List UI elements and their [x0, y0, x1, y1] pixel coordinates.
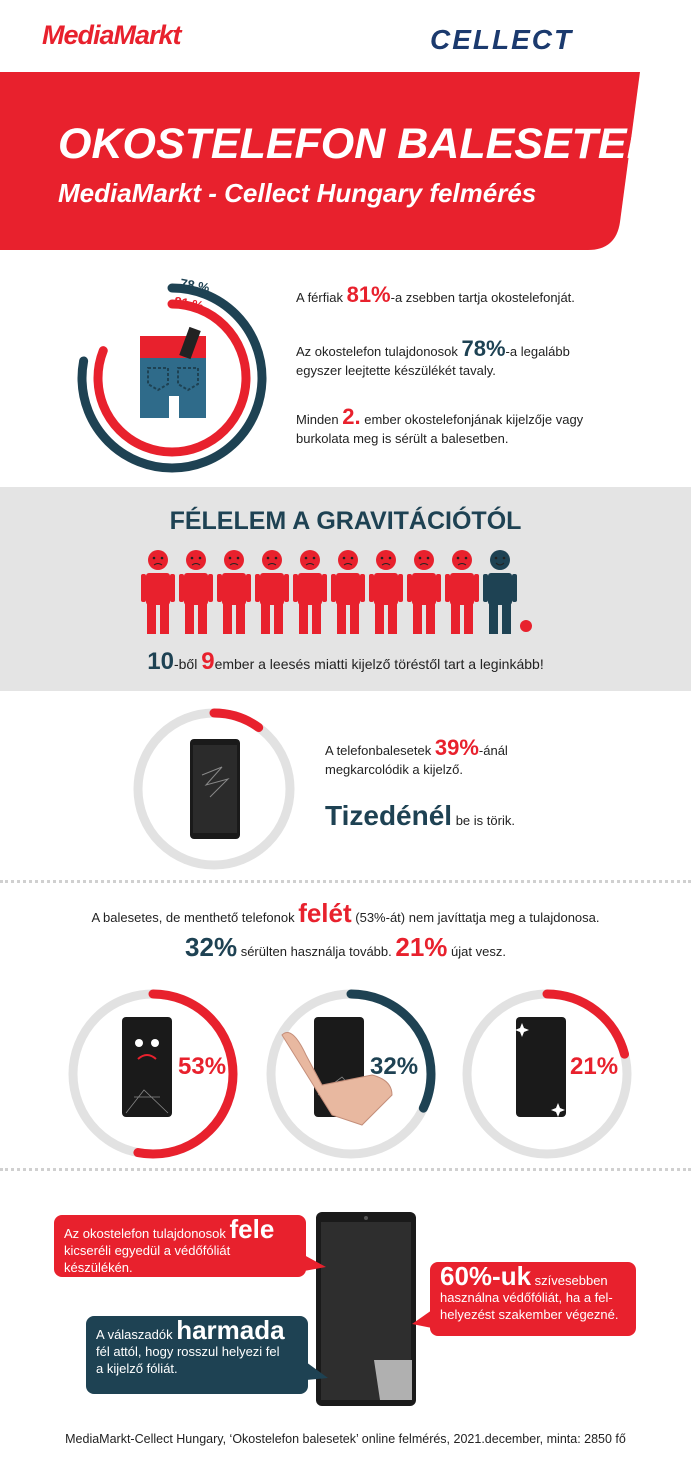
worried-person-icon [293, 550, 327, 634]
page-subtitle: MediaMarkt - Cellect Hungary felmérés [58, 178, 537, 208]
scratched-phone-icon [190, 739, 240, 839]
callout-pointer [306, 1362, 328, 1380]
ring-21-label: 21% [570, 1053, 619, 1080]
callout-fear-misplace: A válaszadók harmada fél attól, hogy ros… [86, 1316, 308, 1394]
repair-stat-line1: A balesetes, de menthető telefonok felét… [91, 898, 600, 928]
callout-expert-install: 60%-uk szívesebben használna védőfóliát,… [430, 1262, 636, 1336]
ring-21 [462, 989, 632, 1159]
callout-pointer [304, 1255, 326, 1271]
divider [0, 880, 691, 883]
worried-person-icon [369, 550, 403, 634]
hand-holding-phone-icon [281, 1017, 393, 1126]
callout-pointer [412, 1310, 432, 1328]
source-note: MediaMarkt-Cellect Hungary, ‘Okostelefon… [65, 1432, 626, 1446]
worried-person-icon [179, 550, 213, 634]
worried-person-icon [141, 550, 175, 634]
stat-dropped: Az okostelefon tulajdonosok 78%-a legalá… [296, 336, 570, 379]
gravity-title: FÉLELEM A GRAVITÁCIÓTÓL [169, 507, 522, 535]
new-phone-icon [515, 1017, 566, 1117]
ring-53-label: 53% [178, 1053, 227, 1080]
scratch-stat: A telefonbalesetek 39%-ánál megkarcolódi… [325, 735, 508, 778]
stat-men-pocket: A férfiak 81%-a zsebben tartja okostelef… [296, 282, 575, 307]
ring-32-label: 32% [370, 1053, 419, 1080]
callout-self-replace: Az okostelefon tulajdonosok fele kicseré… [54, 1215, 306, 1277]
apple-icon [520, 620, 532, 632]
stat-damaged: Minden 2. ember okostelefonjának kijelző… [296, 404, 584, 447]
ring-53 [68, 989, 238, 1159]
break-stat: Tizedénél be is törik. [325, 800, 515, 831]
worried-person-icon [255, 550, 289, 634]
ring-32 [266, 989, 436, 1159]
gravity-caption: 10-ből 9ember a leesés miatti kijelző tö… [147, 648, 544, 675]
worried-person-icon [217, 550, 251, 634]
worried-person-icon [445, 550, 479, 634]
repair-stat-line2: 32% sérülten használja tovább. 21% újat … [185, 932, 506, 962]
divider [0, 1168, 691, 1171]
sad-broken-phone-icon [122, 1017, 172, 1117]
pocket-rings-chart [77, 283, 267, 473]
jeans-pocket-icon [140, 326, 206, 418]
protective-film-icon [374, 1360, 412, 1400]
big-phone-icon [316, 1212, 416, 1406]
cellect-logo: CELLECT [430, 24, 574, 55]
scratch-ring-chart [133, 708, 295, 870]
calm-person-icon [483, 550, 517, 634]
people-icons [141, 550, 532, 634]
worried-person-icon [407, 550, 441, 634]
page-title: OKOSTELEFON BALESETEK [58, 120, 658, 168]
mediamarkt-logo: MediaMarkt [42, 20, 182, 50]
worried-person-icon [331, 550, 365, 634]
title-banner [0, 72, 640, 250]
